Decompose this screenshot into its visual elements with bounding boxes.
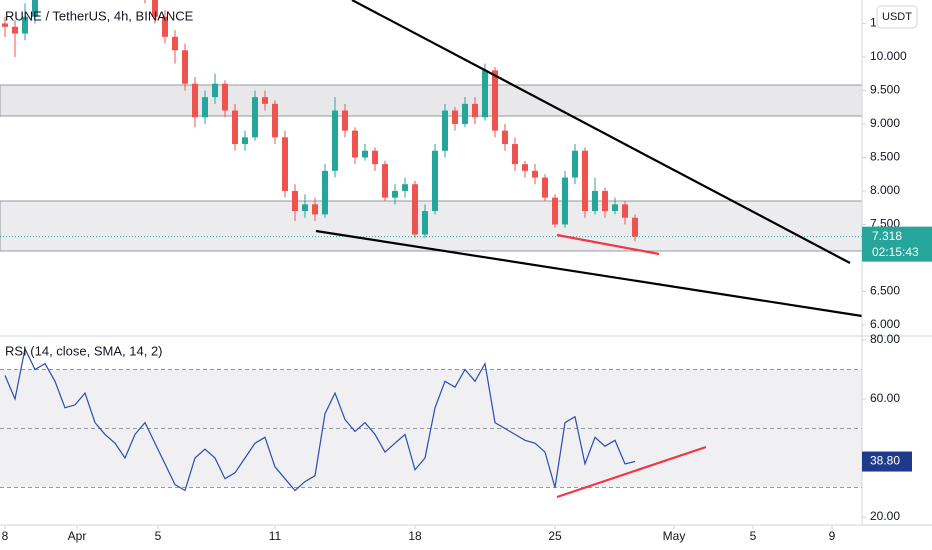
candle-body xyxy=(402,184,408,191)
candle-body xyxy=(202,97,208,118)
rsi-tick-label: 80.00 xyxy=(870,332,900,346)
candle-body xyxy=(412,184,418,235)
candle-body xyxy=(442,110,448,151)
candle-body xyxy=(382,164,388,198)
divergence-line xyxy=(556,445,707,499)
support-zone xyxy=(0,200,862,252)
candle-body xyxy=(492,70,498,131)
rsi-last-label: 38.80 xyxy=(870,454,900,468)
x-tick-label: 18 xyxy=(408,529,422,543)
candle-body xyxy=(292,190,298,212)
rsi-line xyxy=(4,346,636,492)
candle-body xyxy=(602,190,608,212)
candle-body xyxy=(352,130,358,158)
x-tick-label: 5 xyxy=(155,529,162,543)
resistance-zone xyxy=(0,84,862,117)
candle-body xyxy=(632,217,638,237)
candle-body xyxy=(32,0,38,17)
candle-body xyxy=(182,50,188,84)
candle-body xyxy=(232,110,238,145)
candle-body xyxy=(322,170,328,215)
candle-body xyxy=(592,190,598,212)
x-tick-label: 11 xyxy=(269,529,282,543)
rsi-title: RSI (14, close, SMA, 14, 2) xyxy=(5,343,163,358)
candle-body xyxy=(362,150,368,158)
y-tick-label: 10.000 xyxy=(870,49,907,63)
candle-body xyxy=(12,26,18,34)
candle-body xyxy=(192,83,198,118)
candle-body xyxy=(392,190,398,198)
candle-body xyxy=(242,137,248,145)
candle-body xyxy=(162,16,168,37)
trend-line xyxy=(315,229,863,318)
candle-body xyxy=(342,110,348,131)
divergence-line xyxy=(556,233,660,256)
candle-body xyxy=(2,23,8,27)
rsi-tick-label: 20.00 xyxy=(870,509,900,523)
candle-body xyxy=(552,197,558,225)
candle-body xyxy=(22,16,28,34)
price-labels: 7.318 02:15:43 38.80 xyxy=(862,226,932,472)
candle-body xyxy=(462,103,468,124)
x-tick-label: Apr xyxy=(68,529,87,543)
candle-body xyxy=(262,97,268,104)
candle-body xyxy=(422,211,428,235)
currency-button-label[interactable]: USDT xyxy=(882,11,912,23)
candle-body xyxy=(622,204,628,218)
y-tick-label: 8.000 xyxy=(870,183,900,197)
x-tick-label: 5 xyxy=(750,529,757,543)
candle-body xyxy=(212,83,218,98)
x-tick-label: May xyxy=(663,529,686,543)
candle-body xyxy=(532,170,538,178)
candle-body xyxy=(522,164,528,171)
candle-body xyxy=(472,103,478,118)
candle-body xyxy=(282,137,288,191)
y-tick-label: 9.500 xyxy=(870,83,900,97)
y-tick-label: 6.500 xyxy=(870,284,900,298)
candle-body xyxy=(372,150,378,165)
candle-body xyxy=(312,204,318,215)
candle-body xyxy=(562,177,568,225)
y-tick-label: 9.000 xyxy=(870,116,900,130)
x-tick-label: 9 xyxy=(829,529,836,543)
candle-body xyxy=(512,144,518,165)
candle-body xyxy=(612,204,618,212)
rsi-tick-label: 60.00 xyxy=(870,391,900,405)
candle-body xyxy=(302,204,308,212)
candle-body xyxy=(432,150,438,212)
price-pane xyxy=(0,0,862,252)
candle-body xyxy=(542,177,548,198)
y-tick-label: 8.500 xyxy=(870,150,900,164)
last-price-box xyxy=(862,226,932,262)
candle-body xyxy=(172,36,178,51)
x-tick-label: 8 xyxy=(2,529,9,543)
countdown-label: 02:15:43 xyxy=(872,245,919,259)
rsi-last-box xyxy=(862,451,912,472)
candle-body xyxy=(152,0,158,17)
candle-body xyxy=(272,103,278,138)
candle-body xyxy=(332,110,338,171)
rsi-pane xyxy=(0,346,862,492)
candle-body xyxy=(452,110,458,124)
candle-body xyxy=(252,97,258,138)
candle-body xyxy=(222,83,228,111)
y-tick-label: 6.000 xyxy=(870,317,900,331)
candle-body xyxy=(482,70,488,118)
currency-button[interactable] xyxy=(876,5,918,29)
candle-body xyxy=(582,150,588,212)
candle-body xyxy=(502,130,508,145)
drawings xyxy=(315,0,863,499)
trend-line xyxy=(351,0,851,264)
last-price-label: 7.318 xyxy=(872,229,902,243)
x-tick-label: 25 xyxy=(548,529,562,543)
chart-title: RUNE / TetherUS, 4h, BINANCE xyxy=(5,8,194,23)
candle-body xyxy=(572,150,578,178)
